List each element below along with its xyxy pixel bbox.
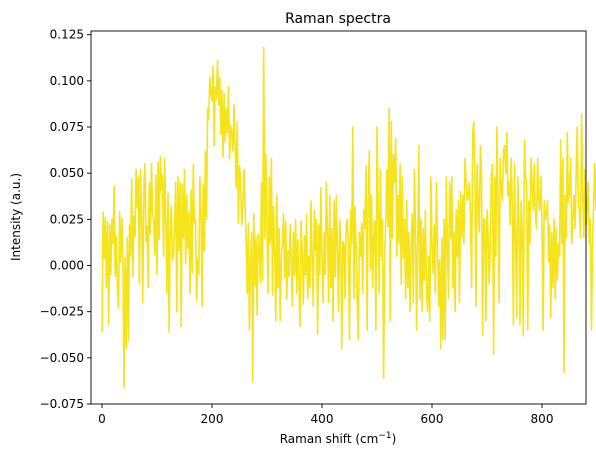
x-axis-ticks: 0 200 400 600 800	[98, 404, 553, 426]
y-tick-label: 0.025	[50, 212, 84, 226]
y-tick-label: −0.050	[40, 351, 84, 365]
y-axis-label: Intensity (a.u.)	[9, 173, 23, 261]
x-tick-label: 0	[98, 412, 106, 426]
x-axis-label-main: Raman shift (cm	[280, 432, 379, 446]
y-tick-label: 0.100	[50, 74, 84, 88]
x-tick-label: 200	[201, 412, 224, 426]
y-tick-label: 0.075	[50, 120, 84, 134]
chart-title: Raman spectra	[285, 11, 391, 27]
x-axis-label: Raman shift (cm−1)	[280, 431, 397, 446]
x-axis-label-end: )	[392, 432, 397, 446]
y-tick-label: 0.000	[50, 259, 84, 273]
plot-area	[101, 46, 596, 389]
y-tick-label: −0.025	[40, 305, 84, 319]
x-axis-label-superscript: −1	[378, 431, 391, 441]
x-tick-label: 800	[531, 412, 554, 426]
x-tick-label: 600	[421, 412, 444, 426]
plot-frame	[90, 30, 587, 405]
y-tick-label: −0.075	[40, 397, 84, 411]
y-tick-label: 0.050	[50, 166, 84, 180]
x-tick-label: 400	[311, 412, 334, 426]
series-line	[101, 46, 596, 389]
y-axis-ticks: −0.075 −0.050 −0.025 0.000 0.025 0.050 0.075 0.…	[40, 28, 91, 411]
y-tick-label: 0.125	[50, 28, 84, 42]
